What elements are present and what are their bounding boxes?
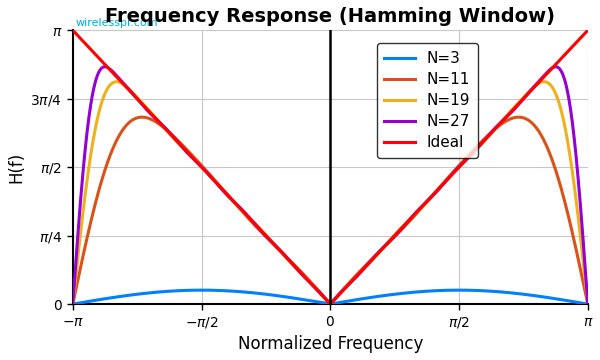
Line: N=3: N=3 <box>73 290 588 304</box>
N=3 <box>519 292 526 296</box>
N=27 <box>128 90 135 95</box>
N=19 <box>69 302 76 306</box>
Legend: N=3, N=11, N=19, N=27, Ideal: N=3, N=11, N=19, N=27, Ideal <box>377 44 478 158</box>
N=3 <box>267 293 274 297</box>
N=3 <box>584 302 592 306</box>
N=3 <box>158 289 166 294</box>
N=11 <box>574 255 581 260</box>
N=19 <box>128 89 135 94</box>
N=19 <box>541 80 548 84</box>
N=27 <box>289 262 296 266</box>
N=27 <box>158 123 166 127</box>
N=3 <box>574 300 581 305</box>
Ideal <box>289 262 296 266</box>
N=27 <box>584 302 592 306</box>
Ideal <box>158 123 166 127</box>
Line: Ideal: Ideal <box>73 30 588 304</box>
Ideal <box>326 302 334 306</box>
N=27 <box>101 64 109 69</box>
Text: wirelesspi.com: wirelesspi.com <box>76 18 158 27</box>
Ideal <box>266 238 274 242</box>
Ideal <box>574 39 581 43</box>
N=11 <box>139 115 146 119</box>
N=27 <box>267 239 274 243</box>
Line: N=27: N=27 <box>73 67 588 304</box>
Ideal <box>584 28 592 32</box>
Ideal <box>519 98 526 102</box>
N=3 <box>289 296 296 300</box>
N=27 <box>69 302 76 306</box>
N=11 <box>584 302 592 306</box>
N=11 <box>158 124 166 129</box>
N=11 <box>519 116 526 120</box>
N=19 <box>574 212 581 216</box>
N=11 <box>289 261 296 265</box>
N=11 <box>128 118 135 123</box>
Title: Frequency Response (Hamming Window): Frequency Response (Hamming Window) <box>105 7 555 26</box>
Ideal <box>128 91 135 95</box>
Line: N=19: N=19 <box>73 82 588 304</box>
N=11 <box>69 302 76 306</box>
N=19 <box>266 238 274 242</box>
Ideal <box>69 28 76 32</box>
X-axis label: Normalized Frequency: Normalized Frequency <box>238 335 423 353</box>
N=19 <box>518 96 526 101</box>
N=27 <box>519 98 526 102</box>
Line: N=11: N=11 <box>73 117 588 304</box>
N=3 <box>69 302 76 306</box>
Y-axis label: H(f): H(f) <box>7 152 25 183</box>
N=19 <box>289 262 296 267</box>
N=27 <box>574 173 581 177</box>
N=11 <box>267 239 274 243</box>
N=3 <box>198 288 205 292</box>
N=3 <box>128 293 135 297</box>
N=19 <box>158 123 166 127</box>
N=19 <box>584 302 592 306</box>
